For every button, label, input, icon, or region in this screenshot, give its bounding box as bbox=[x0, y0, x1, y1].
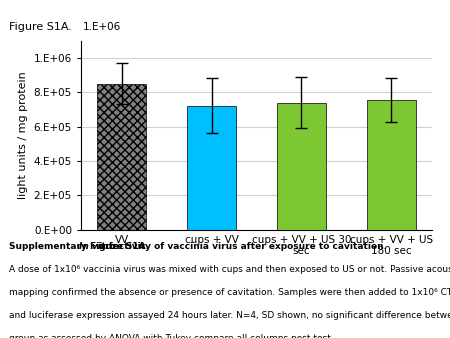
Text: and luciferase expression assayed 24 hours later. N=4, SD shown, no significant : and luciferase expression assayed 24 hou… bbox=[9, 311, 450, 320]
Text: Supplementary Figure S1A.: Supplementary Figure S1A. bbox=[9, 242, 152, 251]
Bar bbox=[277, 102, 326, 230]
Text: 1.E+06: 1.E+06 bbox=[83, 22, 122, 32]
Y-axis label: light units / mg protein: light units / mg protein bbox=[18, 71, 28, 199]
Bar bbox=[367, 100, 416, 230]
Text: A dose of 1x10⁶ vaccinia virus was mixed with cups and then exposed to US or not: A dose of 1x10⁶ vaccinia virus was mixed… bbox=[9, 265, 450, 274]
Text: Figure S1A.: Figure S1A. bbox=[9, 22, 72, 32]
Text: infectivity of vaccinia virus after exposure to cavitation.: infectivity of vaccinia virus after expo… bbox=[96, 242, 387, 251]
Bar bbox=[97, 83, 146, 230]
Text: mapping confirmed the absence or presence of cavitation. Samples were then added: mapping confirmed the absence or presenc… bbox=[9, 288, 450, 297]
Bar bbox=[187, 106, 236, 230]
Text: group as assessed by ANOVA with Tukey compare all columns post test.: group as assessed by ANOVA with Tukey co… bbox=[9, 334, 334, 338]
Text: In vitro: In vitro bbox=[79, 242, 116, 251]
